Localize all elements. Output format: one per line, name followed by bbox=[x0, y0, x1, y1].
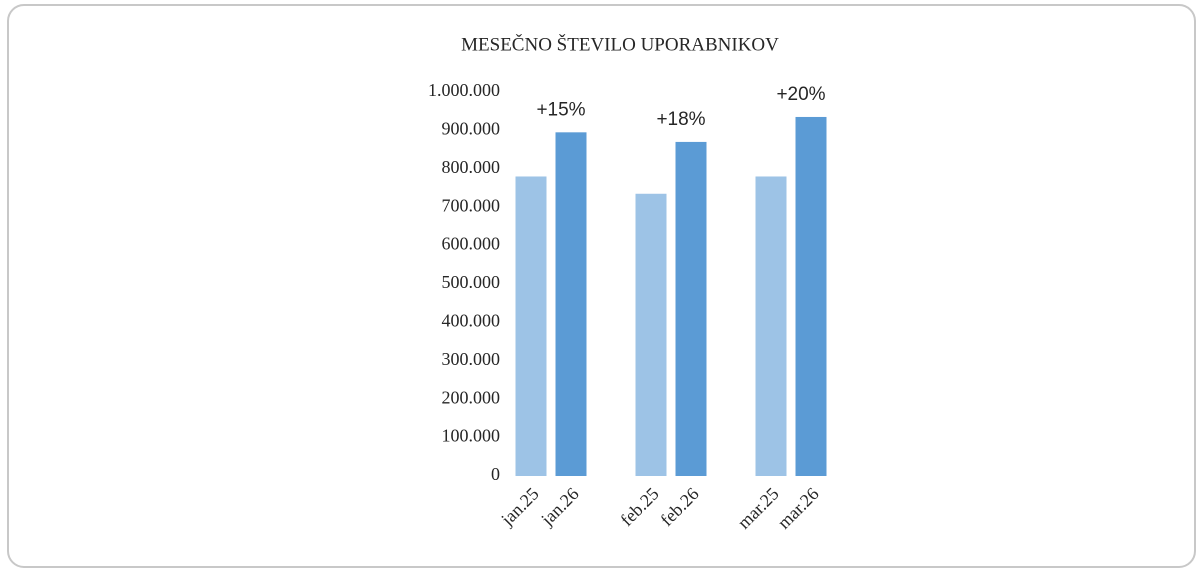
y-tick-label: 700.000 bbox=[442, 195, 501, 215]
bar bbox=[755, 176, 787, 477]
bar bbox=[555, 132, 587, 476]
bar bbox=[635, 193, 667, 476]
chart-title: MESEČNO ŠTEVILO UPORABNIKOV bbox=[461, 33, 779, 55]
bar bbox=[795, 116, 827, 477]
y-tick-label: 300.000 bbox=[442, 349, 501, 369]
y-tick-label: 500.000 bbox=[442, 272, 501, 292]
bar bbox=[515, 176, 547, 477]
y-tick-label: 200.000 bbox=[442, 387, 501, 407]
chart-frame bbox=[7, 4, 1196, 568]
annotation: +20% bbox=[776, 84, 825, 105]
y-tick-label: 100.000 bbox=[442, 426, 501, 446]
y-tick-label: 0 bbox=[491, 464, 500, 484]
y-tick-label: 800.000 bbox=[442, 157, 501, 177]
y-tick-label: 600.000 bbox=[442, 234, 501, 254]
bar bbox=[675, 141, 707, 477]
y-tick-label: 400.000 bbox=[442, 311, 501, 331]
y-tick-label: 1.000.000 bbox=[428, 80, 500, 100]
annotation: +15% bbox=[536, 99, 585, 120]
y-tick-label: 900.000 bbox=[442, 119, 501, 139]
annotation: +18% bbox=[656, 109, 705, 130]
